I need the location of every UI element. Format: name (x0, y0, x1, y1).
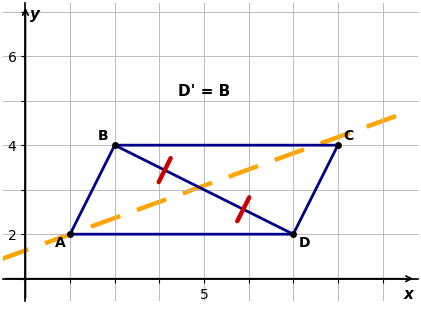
Text: y: y (30, 7, 40, 22)
Text: D: D (298, 236, 310, 250)
Text: B: B (97, 129, 108, 143)
Text: A: A (55, 236, 66, 250)
Text: D' = B: D' = B (178, 84, 230, 99)
Text: C: C (343, 129, 354, 143)
Text: x: x (404, 287, 414, 302)
